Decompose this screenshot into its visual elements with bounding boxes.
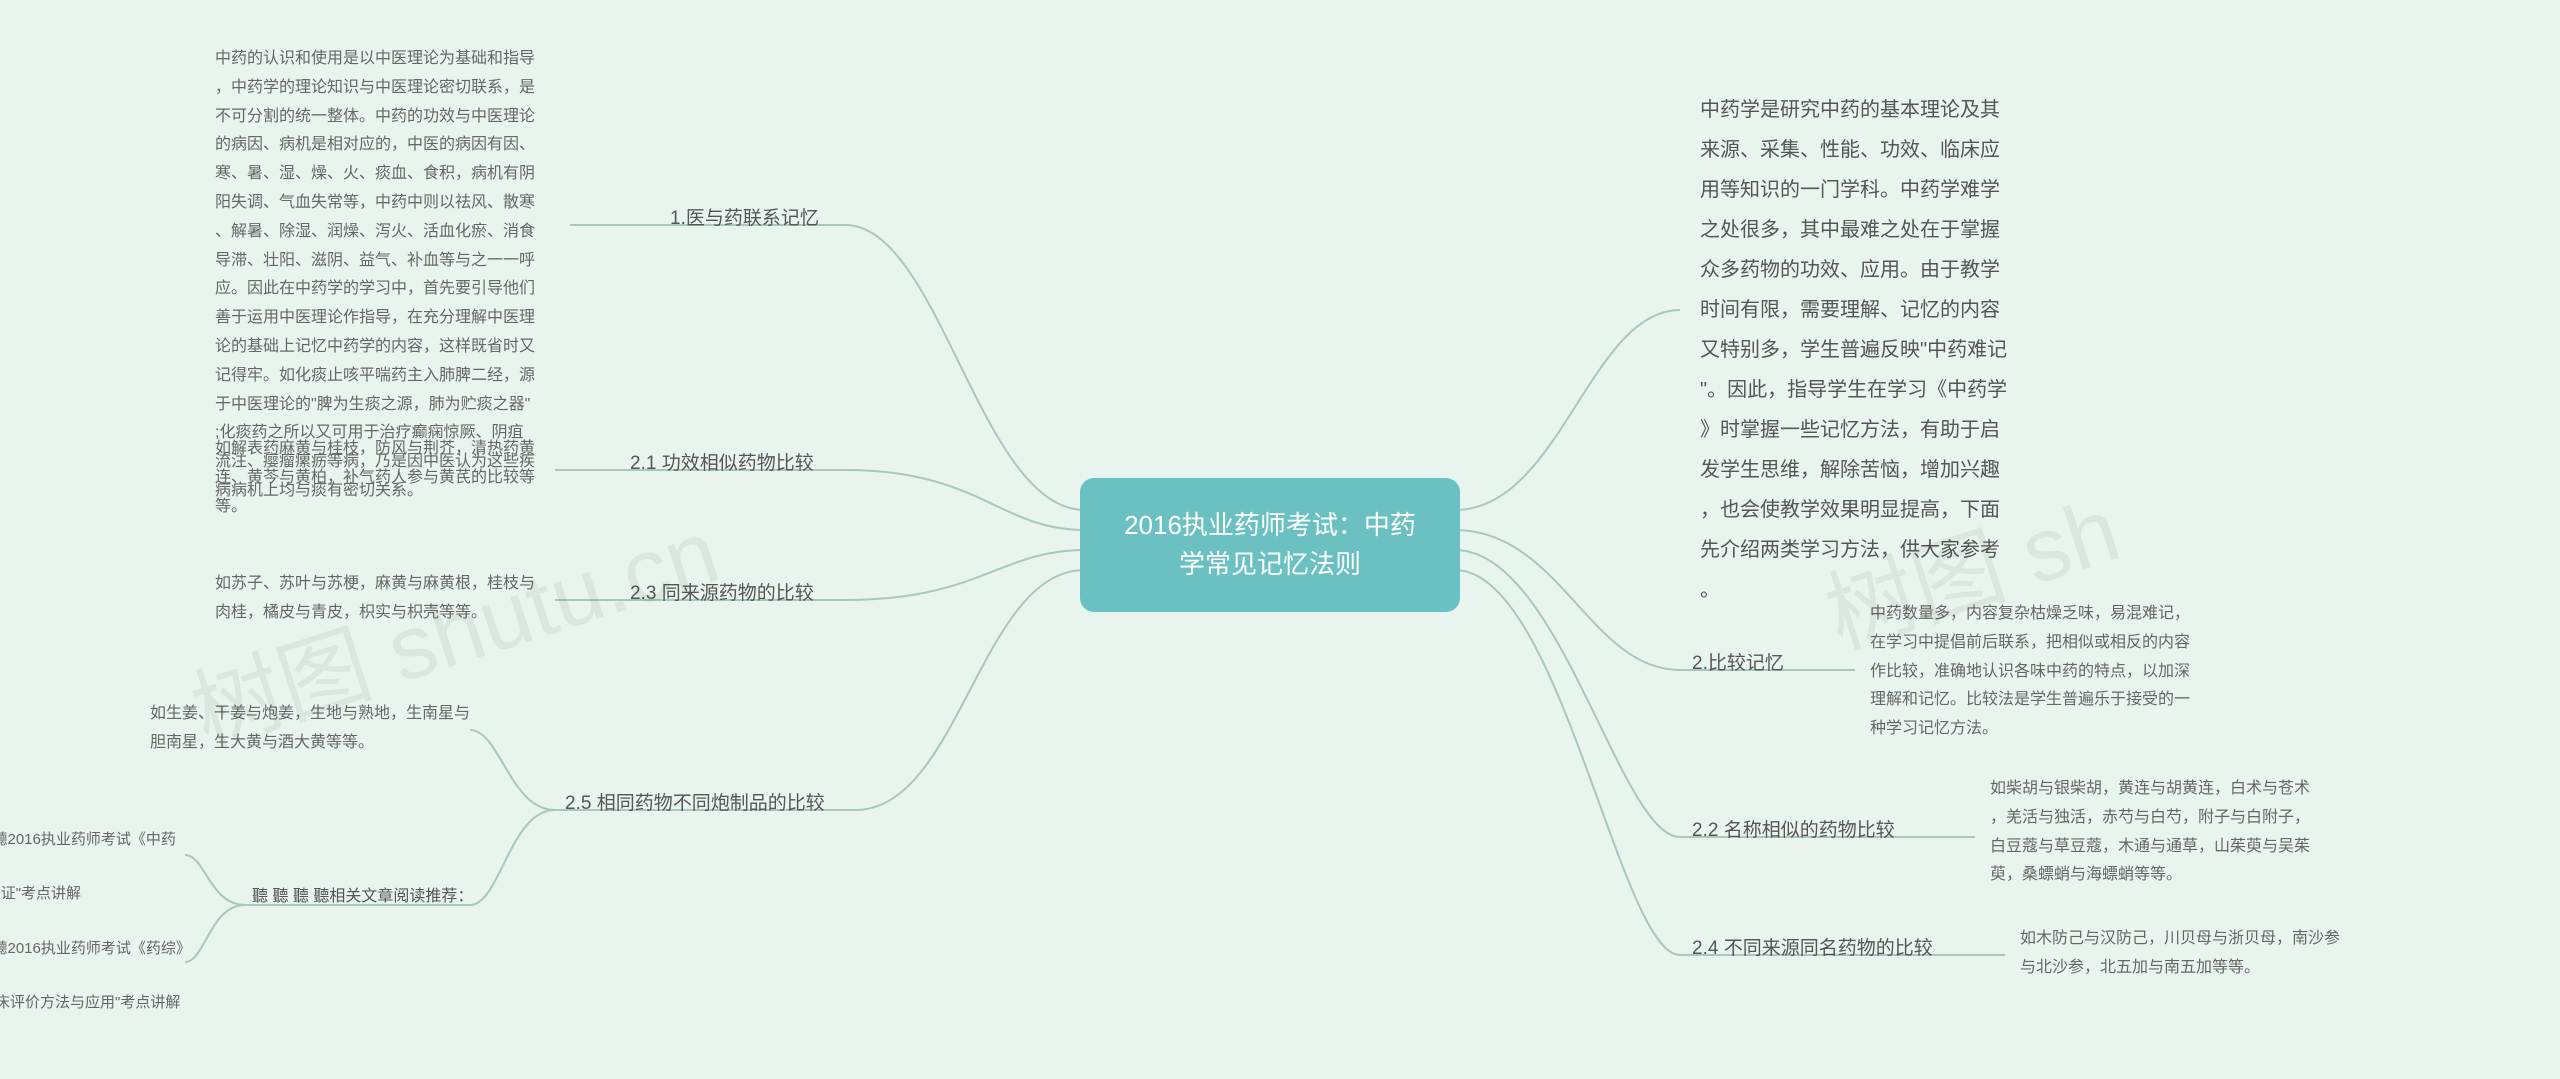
branch-r2[interactable]: 2.比较记忆 [1692,648,1784,680]
leaf-l4-child2: 聽 聽 聽 聽2016执业药师考试《药综》鈥�" 药品的临床评价方法与应用"考点… [0,935,190,1016]
branch-r3[interactable]: 2.2 名称相似的药物比较 [1692,815,1895,847]
branch-r4[interactable]: 2.4 不同来源同名药物的比较 [1692,933,1933,965]
branch-l4-child[interactable]: 聽 聽 聽 聽相关文章阅读推荐： [252,883,473,910]
leaf-r1: 中药学是研究中药的基本理论及其 来源、采集、性能、功效、临床应 用等知识的一门学… [1700,90,2045,610]
center-topic[interactable]: 2016执业药师考试：中药 学常见记忆法则 [1080,478,1460,612]
leaf-l2: 如解表药麻黄与桂枝，防风与荆芥，清热药黄 连、黄芩与黄柏，补气药人参与黄芪的比较… [215,435,560,521]
leaf-r3: 如柴胡与银柴胡，黄连与胡黄连，白术与苍术 ，羌活与独活，赤芍与白芍，附子与白附子… [1990,775,2335,890]
center-line1: 2016执业药师考试：中药 [1124,510,1416,540]
branch-l1[interactable]: 1.医与药联系记忆 [670,203,819,235]
branch-l2[interactable]: 2.1 功效相似药物比较 [630,448,814,480]
leaf-l4-top: 如生姜、干姜与炮姜，生地与熟地，生南星与 胆南星，生大黄与酒大黄等等。 [150,700,475,758]
center-line2: 学常见记忆法则 [1179,549,1361,579]
leaf-l3: 如苏子、苏叶与苏梗，麻黄与麻黄根，桂枝与 肉桂，橘皮与青皮，枳实与枳壳等等。 [215,570,560,628]
leaf-r2: 中药数量多，内容复杂枯燥乏味，易混难记， 在学习中提倡前后联系，把相似或相反的内… [1870,600,2215,744]
leaf-r4: 如木防己与汉防己，川贝母与浙贝母，南沙参 与北沙参，北五加与南五加等等。 [2020,925,2365,983]
branch-l3[interactable]: 2.3 同来源药物的比较 [630,578,814,610]
leaf-l4-child1: 聽 聽 聽 聽2016执业药师考试《中药综》鈥 �"八纲辨证"考点讲解 [0,826,190,907]
branch-l4[interactable]: 2.5 相同药物不同炮制品的比较 [565,788,825,820]
